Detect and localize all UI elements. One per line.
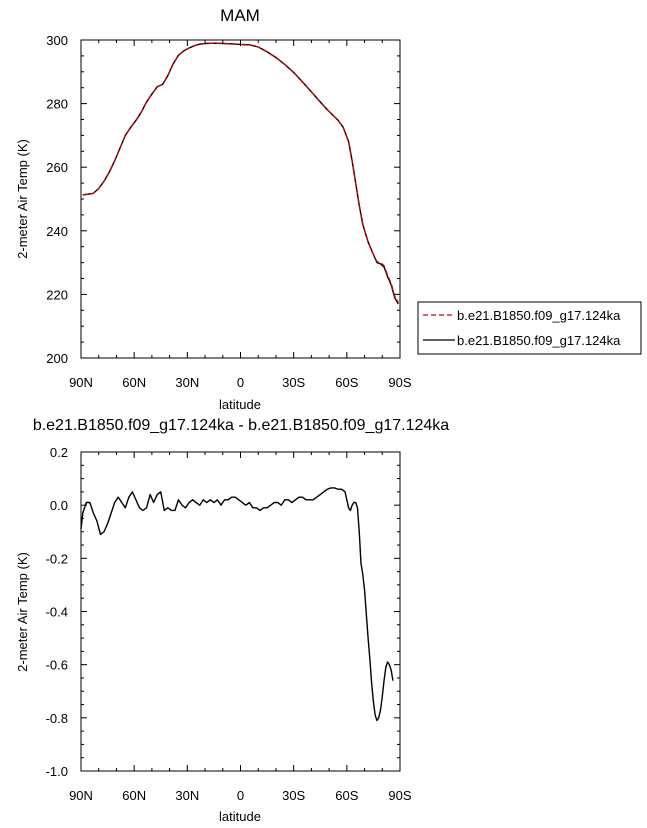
bottom-y-axis: -1.0 -0.8 -0.6 -0.4 -0.2 0.0 0.2: [46, 445, 400, 779]
bottom-y-tick-label: -0.4: [46, 605, 68, 620]
top-x-tick-label: 30N: [175, 375, 199, 390]
top-x-tick-label: 60S: [335, 375, 358, 390]
top-series-line-solid: [82, 42, 399, 305]
bottom-chart-title: b.e21.B1850.f09_g17.124ka - b.e21.B1850.…: [33, 417, 449, 434]
bottom-x-tick-label: 60S: [335, 788, 358, 803]
top-y-tick-label: 240: [46, 224, 68, 239]
top-y-tick-label: 260: [46, 160, 68, 175]
bottom-x-tick-label: 60N: [122, 788, 146, 803]
top-y-tick-label: 200: [46, 351, 68, 366]
top-x-tick-label: 90S: [388, 375, 411, 390]
top-x-tick-label: 0: [237, 375, 244, 390]
bottom-x-tick-label: 0: [237, 788, 244, 803]
bottom-y-axis-label: 2-meter Air Temp (K): [15, 552, 30, 672]
top-x-tick-label: 30S: [282, 375, 305, 390]
top-y-tick-label: 220: [46, 287, 68, 302]
top-y-tick-label: 300: [46, 33, 68, 48]
bottom-plot-frame: [80, 451, 401, 772]
bottom-y-tick-label: -1.0: [46, 764, 68, 779]
bottom-x-tick-label: 90S: [388, 788, 411, 803]
top-y-axis: 200 220 240 260 280 300: [46, 33, 400, 366]
bottom-x-tick-label: 30S: [282, 788, 305, 803]
legend-entry-1: b.e21.B1850.f09_g17.124ka: [457, 308, 621, 323]
top-x-axis: 90N 60N 30N 0 30S 60S 90S: [69, 40, 412, 390]
bottom-series-line-solid: [80, 487, 394, 722]
bottom-series-group: [80, 487, 394, 722]
top-series-line-dashed: [82, 42, 399, 303]
top-plot-frame: [80, 39, 401, 359]
legend-entry-2: b.e21.B1850.f09_g17.124ka: [457, 333, 621, 348]
bottom-x-axis: 90N 60N 30N 0 30S 60S 90S: [69, 452, 412, 803]
bottom-y-tick-label: -0.6: [46, 658, 68, 673]
top-chart-title: MAM: [220, 6, 260, 25]
top-x-tick-label: 90N: [69, 375, 93, 390]
top-x-axis-label: latitude: [219, 397, 261, 412]
top-y-axis-label: 2-meter Air Temp (K): [15, 139, 30, 259]
bottom-x-axis-label: latitude: [219, 809, 261, 824]
bottom-y-tick-label: -0.2: [46, 551, 68, 566]
top-y-tick-label: 280: [46, 97, 68, 112]
bottom-x-tick-label: 30N: [175, 788, 199, 803]
bottom-y-tick-label: -0.8: [46, 711, 68, 726]
top-x-tick-label: 60N: [122, 375, 146, 390]
top-series-group: [82, 42, 399, 305]
legend: b.e21.B1850.f09_g17.124ka b.e21.B1850.f0…: [417, 301, 642, 355]
bottom-y-tick-label: 0.0: [50, 498, 68, 513]
bottom-y-tick-label: 0.2: [50, 445, 68, 460]
legend-box: [417, 301, 642, 355]
bottom-x-tick-label: 90N: [69, 788, 93, 803]
